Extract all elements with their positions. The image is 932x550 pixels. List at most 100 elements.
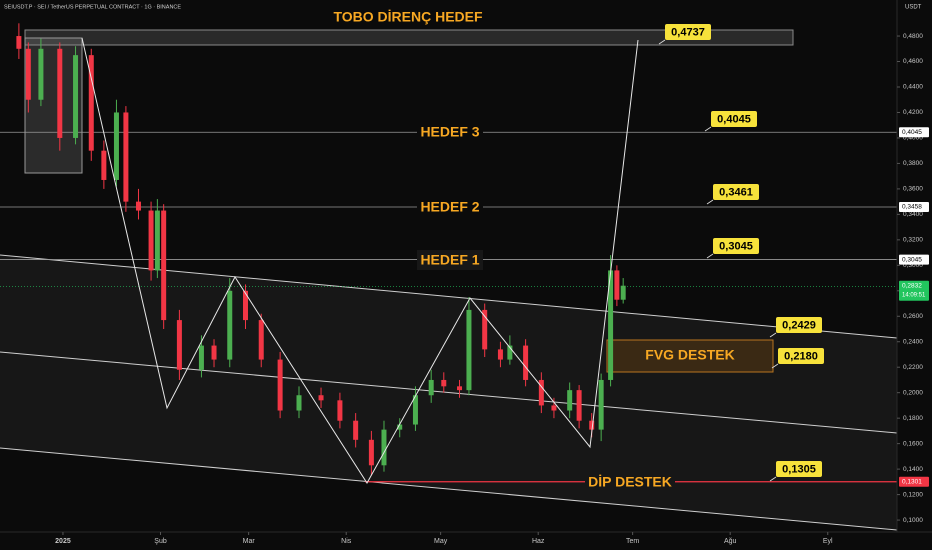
candles bbox=[16, 23, 626, 476]
candle-body bbox=[608, 270, 614, 380]
target-box bbox=[665, 24, 711, 40]
candle-body bbox=[620, 285, 626, 300]
candle-body bbox=[381, 429, 387, 466]
candle-body bbox=[428, 379, 434, 396]
y-tick-label: 0,1200 bbox=[903, 491, 923, 498]
candle-body bbox=[101, 150, 107, 180]
price-tag bbox=[899, 127, 929, 138]
target-label: 0,3461 bbox=[719, 186, 753, 198]
candle-body bbox=[242, 290, 248, 321]
target-box bbox=[776, 317, 822, 333]
x-tick-label: 2025 bbox=[55, 538, 71, 545]
candle-body bbox=[482, 309, 488, 350]
price-tag-label: 0,4045 bbox=[902, 129, 922, 136]
x-tick-label: Şub bbox=[154, 538, 167, 545]
target-connector bbox=[658, 39, 666, 45]
candle-body bbox=[25, 48, 31, 100]
candle-body bbox=[57, 48, 63, 138]
channel-lower bbox=[0, 447, 898, 531]
candle-body bbox=[123, 112, 129, 202]
target-label: 0,4045 bbox=[717, 113, 751, 125]
last-price-tag bbox=[899, 280, 929, 301]
candle-body bbox=[538, 379, 544, 406]
candle-body bbox=[38, 48, 44, 100]
annotation-bg bbox=[417, 197, 483, 217]
y-tick-label: 0,3000 bbox=[903, 262, 923, 269]
axis: 0,1000 0,1200 0,1400 0,1600 0,1800 0,2000 0,22… bbox=[55, 33, 929, 545]
targets: 0,4737 0,4045 0,3461 0,3045 0,2429 0,2180 0,13… bbox=[658, 24, 824, 482]
y-tick-label: 0,4200 bbox=[903, 109, 923, 116]
target-box bbox=[713, 238, 759, 254]
y-tick-label: 0,1000 bbox=[903, 517, 923, 524]
candle-body bbox=[507, 345, 513, 360]
x-tick-label: Eyl bbox=[823, 538, 833, 545]
candle-body bbox=[523, 345, 529, 380]
y-tick-label: 0,3400 bbox=[903, 211, 923, 218]
last-price-label: 0,2832 bbox=[902, 282, 922, 289]
price-tag-label: 0,3045 bbox=[902, 256, 922, 263]
annotation: FVG DESTEK bbox=[645, 347, 734, 363]
y-tick-label: 0,2400 bbox=[903, 338, 923, 345]
target-label: 0,1305 bbox=[782, 463, 816, 475]
annotation-bg bbox=[417, 122, 483, 142]
candle-body bbox=[154, 210, 160, 271]
candle-body bbox=[88, 55, 94, 151]
candle-body bbox=[148, 210, 154, 271]
annotation-bg bbox=[352, 9, 464, 28]
price-tag bbox=[899, 476, 929, 487]
x-tick-label: Haz bbox=[532, 538, 545, 545]
candle-body bbox=[614, 270, 620, 300]
candle-body bbox=[551, 405, 557, 411]
target-box bbox=[778, 348, 824, 364]
target-box bbox=[713, 184, 759, 200]
candle-body bbox=[227, 290, 233, 360]
annotation-bg bbox=[585, 473, 675, 493]
target-box bbox=[711, 111, 757, 127]
candle-body bbox=[135, 201, 141, 211]
target-connector bbox=[771, 363, 779, 369]
target-label: 0,2180 bbox=[784, 350, 818, 362]
target-label: 0,2429 bbox=[782, 319, 816, 331]
price-tag bbox=[899, 254, 929, 265]
target-connector bbox=[704, 126, 712, 132]
y-tick-label: 0,3800 bbox=[903, 160, 923, 167]
y-tick-label: 0,2600 bbox=[903, 313, 923, 320]
countdown: 14:09:51 bbox=[902, 292, 926, 298]
y-tick-label: 0,2200 bbox=[903, 364, 923, 371]
y-tick-label: 0,4000 bbox=[903, 135, 923, 142]
candle-body bbox=[457, 386, 463, 391]
y-tick-label: 0,3200 bbox=[903, 237, 923, 244]
currency: USDT bbox=[905, 5, 922, 11]
y-tick-label: 0,1400 bbox=[903, 466, 923, 473]
target-label: 0,4737 bbox=[671, 26, 705, 38]
candle-body bbox=[368, 439, 374, 466]
candle-body bbox=[397, 424, 403, 430]
candle-body bbox=[589, 420, 595, 430]
y-tick-label: 0,4400 bbox=[903, 84, 923, 91]
candle-body bbox=[441, 379, 447, 387]
candle-body bbox=[466, 309, 472, 391]
y-tick-label: 0,1600 bbox=[903, 440, 923, 447]
candle-body bbox=[353, 420, 359, 440]
candle-body bbox=[176, 320, 182, 370]
candle-body bbox=[576, 390, 582, 421]
candle-body bbox=[412, 395, 418, 425]
target-connector bbox=[706, 199, 714, 205]
annotation: TOBO DİRENÇ HEDEF bbox=[333, 9, 483, 25]
fvg-box bbox=[606, 339, 774, 373]
candle-body bbox=[258, 320, 264, 360]
y-tick-label: 0,2000 bbox=[903, 389, 923, 396]
candle-body bbox=[113, 112, 119, 180]
header: SEIUSDT.P · SEI / TetherUS PERPETUAL CON… bbox=[4, 4, 181, 10]
candle-body bbox=[567, 390, 573, 411]
price-tag-label: 0,3458 bbox=[902, 204, 922, 211]
y-tick-label: 0,4800 bbox=[903, 33, 923, 40]
annotation: HEDEF 2 bbox=[420, 199, 479, 215]
y-tick-label: 0,3600 bbox=[903, 186, 923, 193]
candle-body bbox=[16, 36, 22, 49]
candle-body bbox=[598, 379, 604, 430]
price-axis bbox=[897, 0, 932, 550]
y-tick-label: 0,4600 bbox=[903, 58, 923, 65]
candle-body bbox=[318, 395, 324, 401]
